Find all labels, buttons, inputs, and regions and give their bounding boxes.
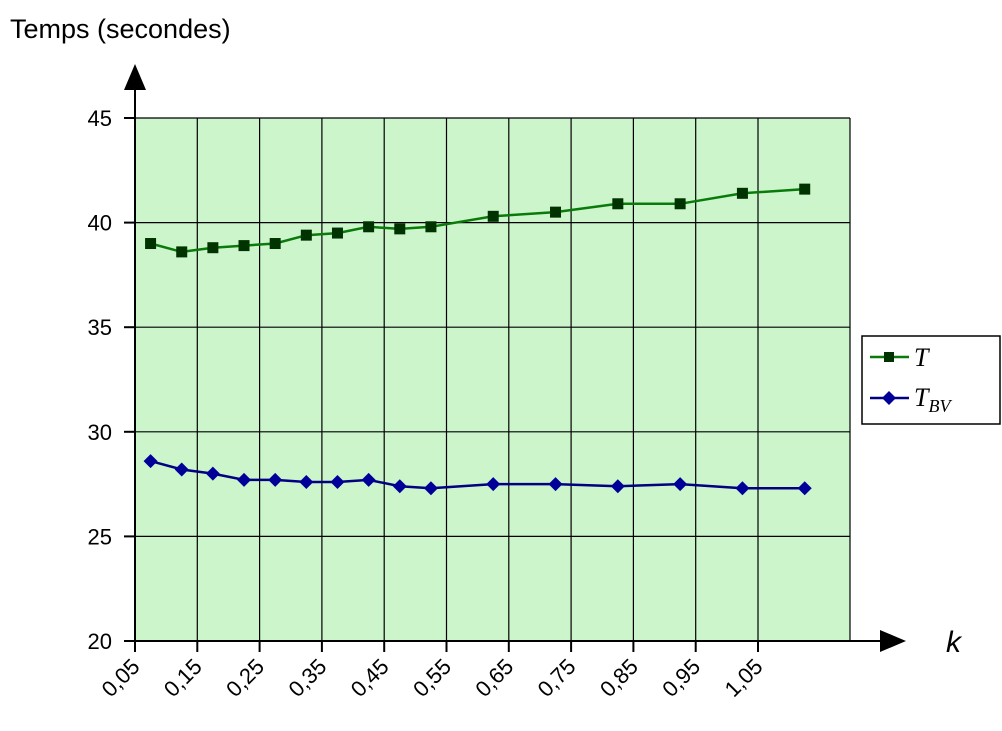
x-axis-label: k (946, 626, 963, 659)
x-tick-label-4: 0,45 (346, 654, 394, 702)
x-tick-labels: 0,05 0,15 0,25 0,35 0,45 0,55 0,65 0,75 0,85 0,95… (97, 641, 768, 702)
data-point-t-5 (300, 229, 312, 241)
x-tick-label-10: 1,05 (720, 654, 768, 702)
legend-box (861, 335, 1001, 425)
x-tick-label-7: 0,75 (533, 654, 581, 702)
x-axis-arrow (880, 630, 906, 652)
data-point-t-2 (207, 242, 219, 254)
legend-label-t: T (914, 343, 930, 372)
y-tick-label-3: 35 (88, 315, 112, 340)
x-tick-label-1: 0,15 (159, 654, 207, 702)
data-point-t-bv-8 (392, 479, 407, 494)
legend-label-t-bv-subscript: BV (928, 396, 952, 416)
data-point-t-bv-2 (205, 466, 220, 481)
y-tick-label-4: 40 (88, 211, 112, 236)
data-point-t-bv-15 (797, 481, 812, 496)
series-line-t-bv (150, 459, 805, 490)
data-point-t-bv-5 (299, 475, 314, 490)
grid-lines (135, 117, 851, 641)
legend-item-t: T (870, 343, 930, 372)
data-point-t-13 (674, 198, 686, 210)
data-point-t-bv-13 (673, 477, 688, 492)
series-line-t (150, 187, 805, 254)
data-point-t-8 (394, 223, 406, 235)
data-point-t-0 (145, 238, 157, 250)
y-tick-label-1: 25 (88, 524, 112, 549)
data-point-t-bv-1 (174, 462, 189, 477)
x-tick-label-0: 0,05 (97, 654, 145, 702)
data-point-t-bv-9 (423, 481, 438, 496)
legend: T TBV (861, 335, 1001, 425)
data-point-t-bv-6 (330, 475, 345, 490)
y-axis-label: Temps (secondes) (10, 14, 231, 44)
x-tick-label-6: 0,65 (470, 654, 518, 702)
data-point-t-bv-11 (548, 477, 563, 492)
data-point-t-bv-0 (143, 454, 158, 469)
data-point-t-bv-14 (735, 481, 750, 496)
x-tick-label-9: 0,95 (657, 654, 705, 702)
x-tick-label-3: 0,35 (283, 654, 331, 702)
y-tick-label-5: 45 (88, 106, 112, 131)
data-point-t-15 (799, 183, 811, 195)
data-point-t-14 (736, 187, 748, 199)
data-point-t-9 (425, 221, 437, 233)
data-point-t-12 (612, 198, 624, 210)
y-axis-arrow (124, 64, 146, 90)
data-point-t-7 (363, 221, 375, 233)
legend-marker-t-bv (882, 391, 896, 405)
data-point-t-bv-4 (268, 472, 283, 487)
x-tick-label-8: 0,85 (595, 654, 643, 702)
data-point-t-10 (487, 210, 499, 222)
svg-text:TBV: TBV (914, 383, 952, 416)
data-point-t-bv-10 (486, 477, 501, 492)
y-tick-label-0: 20 (88, 629, 112, 654)
x-tick-label-5: 0,55 (408, 654, 456, 702)
legend-item-t-bv: TBV (870, 383, 952, 416)
data-point-t-bv-3 (237, 472, 252, 487)
series-layer (143, 183, 812, 496)
data-point-t-11 (550, 206, 562, 218)
data-point-t-3 (238, 240, 250, 252)
plot-area (135, 118, 850, 641)
y-tick-labels: 20 25 30 35 40 45 (88, 106, 135, 654)
legend-label-t-bv: T (914, 383, 930, 412)
legend-marker-t (884, 352, 894, 362)
data-point-t-bv-7 (361, 472, 376, 487)
data-point-t-bv-12 (610, 479, 625, 494)
data-point-t-4 (269, 238, 281, 250)
x-tick-label-2: 0,25 (221, 654, 269, 702)
y-tick-label-2: 30 (88, 420, 112, 445)
data-point-t-1 (176, 246, 188, 258)
data-point-t-6 (331, 227, 343, 239)
svg-text:T: T (914, 343, 930, 372)
